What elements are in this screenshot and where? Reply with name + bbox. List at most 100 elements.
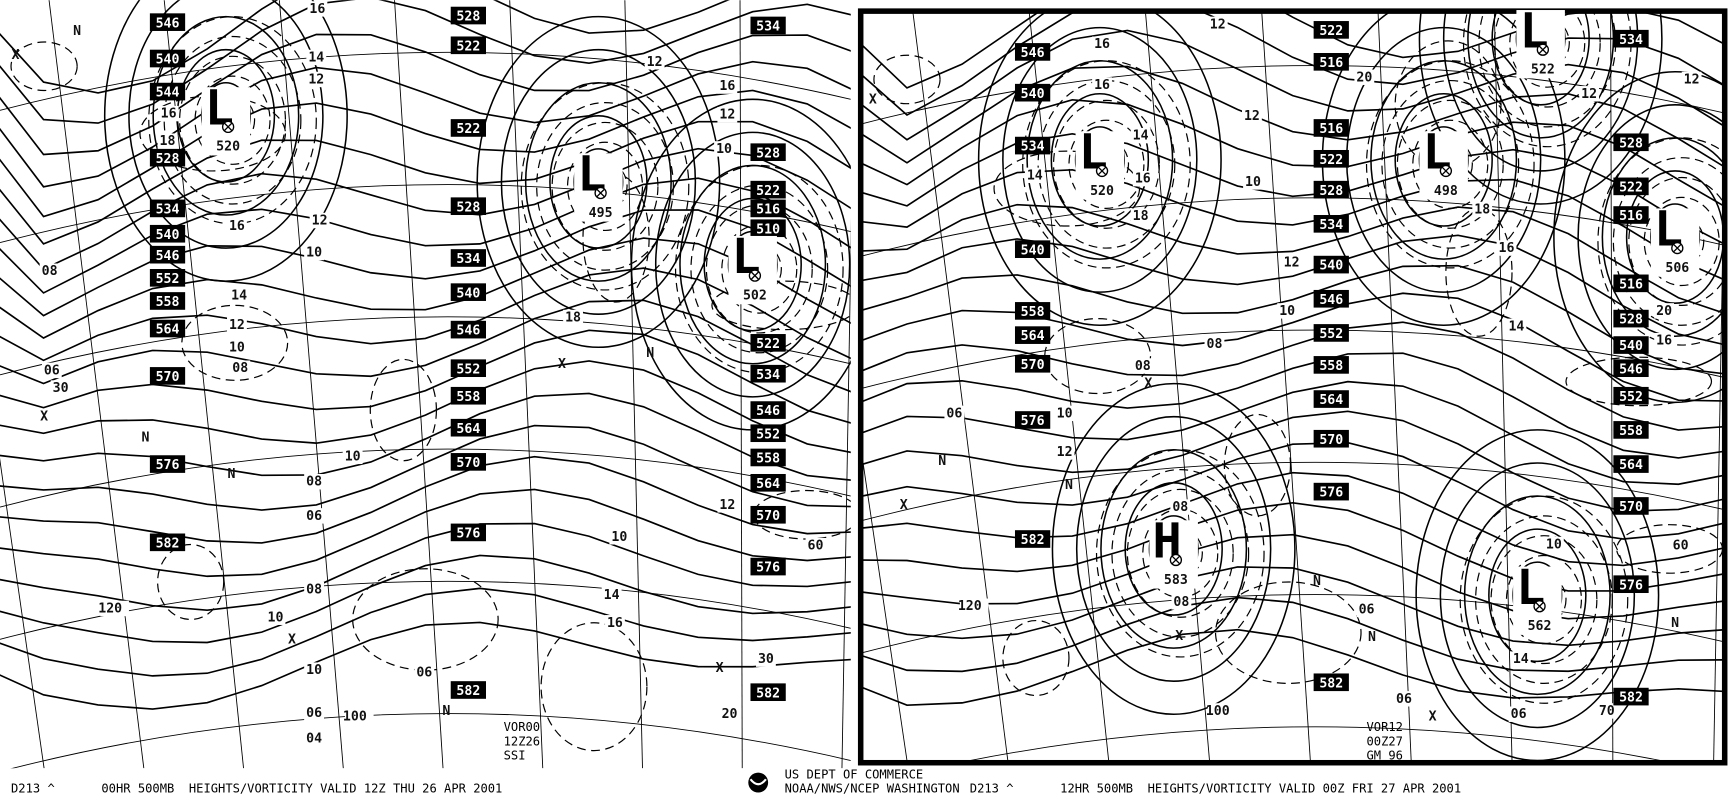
label-bg	[1510, 651, 1531, 667]
vorticity-label: 08	[1173, 595, 1189, 610]
map-marker: X	[716, 661, 724, 676]
vorticity-contour	[1509, 13, 1586, 88]
vorticity-label: 12	[1244, 109, 1260, 124]
center-contour	[1051, 382, 1296, 716]
label-bg	[1354, 69, 1375, 85]
map-marker: X	[558, 357, 566, 372]
height-label-box	[1014, 326, 1051, 344]
label-bg	[563, 309, 583, 326]
height-label: 534	[156, 203, 180, 218]
height-label: 534	[756, 368, 780, 383]
height-contour	[0, 120, 851, 245]
center-value: 583	[1164, 573, 1188, 588]
vorticity-contour	[1214, 581, 1362, 684]
vorticity-label: 18	[1133, 209, 1149, 224]
height-label-box	[149, 199, 186, 218]
vorticity-contour	[1490, 535, 1598, 665]
vorticity-contour	[1412, 119, 1489, 210]
height-contour	[0, 455, 851, 544]
vorticity-label: 14	[604, 588, 620, 603]
height-contour	[0, 237, 851, 339]
height-label: 540	[1619, 339, 1643, 354]
label-bg	[1092, 77, 1112, 93]
height-label-box	[1313, 149, 1349, 168]
height-label-box	[1313, 324, 1349, 342]
vorticity-contour	[993, 150, 1141, 227]
height-contour	[862, 13, 1723, 117]
height-label: 576	[456, 527, 480, 542]
meridian	[841, 230, 851, 769]
map-marker: N	[227, 467, 235, 482]
vorticity-label: 08	[306, 583, 322, 598]
height-label-box	[149, 148, 186, 167]
height-contour	[0, 554, 851, 644]
center-value: 520	[216, 140, 240, 155]
label-bg	[1543, 536, 1564, 553]
height-label: 528	[756, 146, 780, 161]
vorticity-label: 10	[229, 340, 245, 355]
height-label-box	[1613, 497, 1649, 515]
label-bg	[1472, 201, 1493, 218]
height-label: 540	[156, 53, 180, 68]
height-label: 576	[1319, 486, 1343, 501]
height-label-box	[750, 505, 786, 524]
center-contour	[1439, 462, 1636, 729]
height-label-box	[750, 219, 786, 238]
label-bg	[1054, 444, 1075, 460]
label-bg	[344, 708, 374, 725]
label-bg	[1092, 36, 1112, 52]
label-bg	[1654, 303, 1674, 319]
height-label: 570	[1619, 500, 1643, 515]
label-bg	[609, 529, 630, 545]
height-label-box	[1014, 354, 1051, 373]
height-label-box	[1613, 206, 1649, 224]
vorticity-contour	[1628, 176, 1723, 306]
height-label: 564	[756, 477, 780, 492]
height-label: 582	[156, 536, 180, 551]
meridian	[1145, 13, 1210, 761]
vorticity-label: 14	[308, 50, 324, 65]
label-bg	[227, 218, 247, 234]
height-label-box	[1313, 673, 1349, 692]
height-contour	[862, 628, 1723, 707]
height-contour	[0, 424, 851, 511]
vorticity-label: 16	[1499, 241, 1515, 256]
vorticity-contour	[540, 622, 648, 752]
label-bg	[1054, 405, 1075, 422]
height-label: 552	[756, 427, 780, 442]
height-label: 582	[756, 686, 780, 701]
height-label: 528	[1319, 184, 1343, 199]
vorticity-contour	[1022, 60, 1191, 269]
height-contour	[0, 488, 851, 578]
vorticity-contour	[1565, 356, 1713, 407]
label-bg	[1130, 208, 1151, 224]
height-label-box	[450, 119, 486, 137]
height-label: 534	[456, 252, 480, 267]
center-contour	[654, 131, 851, 398]
height-contour	[0, 522, 851, 612]
vorticity-label: 16	[607, 616, 623, 631]
height-contour	[862, 29, 1723, 141]
height-label-box	[1613, 455, 1649, 473]
label-bg	[1170, 499, 1191, 515]
stamp-line: GM 96	[1367, 749, 1403, 763]
label-bg	[805, 537, 826, 554]
meridian	[1713, 237, 1723, 761]
vorticity-label: 10	[1279, 304, 1295, 319]
height-label: 582	[456, 684, 480, 699]
height-label: 570	[456, 456, 480, 471]
height-label: 546	[1619, 362, 1643, 377]
height-label-box	[1613, 309, 1649, 328]
height-label: 570	[156, 370, 180, 385]
height-label-box	[450, 6, 486, 25]
vorticity-contour	[1597, 137, 1723, 346]
height-label: 516	[1319, 56, 1343, 71]
height-label-box	[450, 36, 486, 55]
height-label: 552	[156, 272, 180, 287]
map-marker: X	[40, 410, 48, 425]
label-bg	[309, 212, 330, 229]
vorticity-contour	[551, 121, 659, 251]
height-label: 528	[1619, 313, 1643, 328]
height-label-box	[1313, 482, 1349, 501]
vorticity-label: 06	[306, 509, 322, 524]
